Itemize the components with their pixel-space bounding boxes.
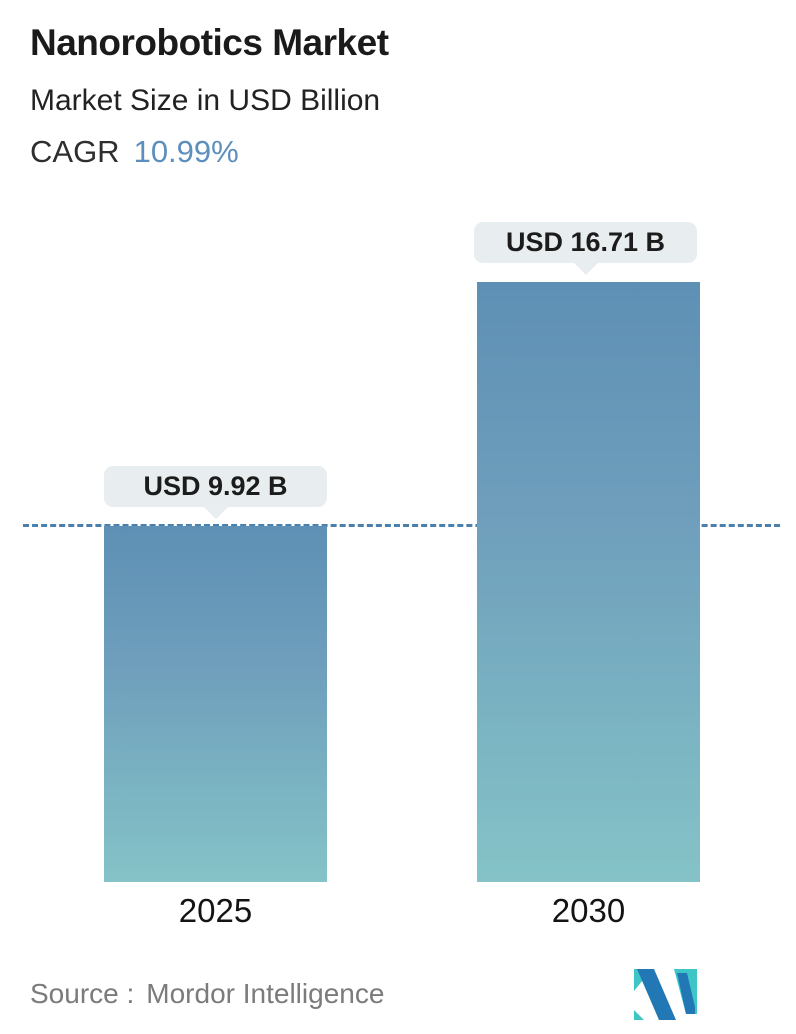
bar-2025	[104, 526, 327, 882]
source-value: Mordor Intelligence	[146, 978, 385, 1009]
value-badge-label: USD 16.71 B	[505, 227, 666, 257]
page-title: Nanorobotics Market	[30, 22, 389, 63]
source-row: Source : Mordor Intelligence	[30, 978, 384, 1010]
value-badge-2025: USD 9.92 B	[104, 466, 327, 519]
reference-line	[23, 524, 780, 527]
bar-2030	[477, 282, 700, 882]
mordor-intelligence-logo	[634, 969, 697, 1020]
source-label: Source :	[30, 978, 135, 1009]
chart-subtitle: Market Size in USD Billion	[30, 84, 381, 117]
cagr-row: CAGR 10.99%	[30, 134, 239, 170]
badge-pointer-icon	[572, 262, 599, 275]
cagr-label: CAGR	[30, 134, 120, 169]
category-label-2025: 2025	[178, 892, 253, 929]
value-badge-2030: USD 16.71 B	[474, 222, 697, 275]
cagr-value: 10.99%	[133, 134, 239, 169]
category-label-2030: 2030	[551, 892, 626, 929]
badge-pointer-icon	[202, 506, 229, 519]
value-badge-label: USD 9.92 B	[143, 471, 288, 501]
